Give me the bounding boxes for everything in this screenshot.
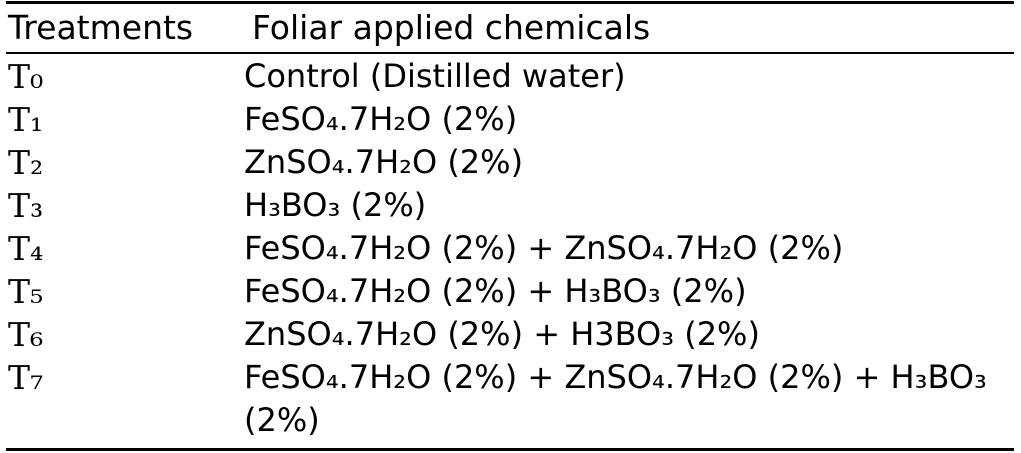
table-top-rule (6, 1, 1014, 4)
treatment-cell: T₇ (8, 358, 44, 397)
chemical-cell: ZnSO₄.7H₂O (2%) + H3BO₃ (2%) (244, 315, 760, 353)
table-row: T₇ FeSO₄.7H₂O (2%) + ZnSO₄.7H₂O (2%) + H… (0, 356, 1021, 446)
chemical-cell: FeSO₄.7H₂O (2%) + ZnSO₄.7H₂O (2%) (244, 229, 844, 267)
chemical-cell: Control (Distilled water) (244, 57, 626, 95)
treatment-cell: T₀ (8, 57, 44, 96)
table-row: T₆ ZnSO₄.7H₂O (2%) + H3BO₃ (2%) (0, 313, 1021, 356)
table-row: T₃ H₃BO₃ (2%) (0, 184, 1021, 227)
chemical-cell: FeSO₄.7H₂O (2%) (244, 100, 518, 138)
column-header-treatments: Treatments (8, 8, 194, 47)
chemical-cell: FeSO₄.7H₂O (2%) + ZnSO₄.7H₂O (2%) + H₃BO… (244, 358, 987, 439)
treatment-cell: T₄ (8, 229, 44, 268)
column-header-chemicals: Foliar applied chemicals (252, 8, 651, 47)
treatment-cell: T₆ (8, 315, 44, 354)
table-row: T₂ ZnSO₄.7H₂O (2%) (0, 141, 1021, 184)
table-row: T₁ FeSO₄.7H₂O (2%) (0, 98, 1021, 141)
chemical-cell: H₃BO₃ (2%) (244, 186, 427, 224)
treatment-cell: T₁ (8, 100, 44, 139)
table-row: T₅ FeSO₄.7H₂O (2%) + H₃BO₃ (2%) (0, 270, 1021, 313)
treatment-cell: T₃ (8, 186, 44, 225)
treatment-cell: T₅ (8, 272, 44, 311)
table-bottom-rule (6, 448, 1014, 451)
chemical-cell: FeSO₄.7H₂O (2%) + H₃BO₃ (2%) (244, 272, 747, 310)
table-row: T₄ FeSO₄.7H₂O (2%) + ZnSO₄.7H₂O (2%) (0, 227, 1021, 270)
table-row: T₀ Control (Distilled water) (0, 55, 1021, 98)
table-header-rule (6, 52, 1014, 54)
treatment-cell: T₂ (8, 143, 44, 182)
chemical-cell: ZnSO₄.7H₂O (2%) (244, 143, 524, 181)
